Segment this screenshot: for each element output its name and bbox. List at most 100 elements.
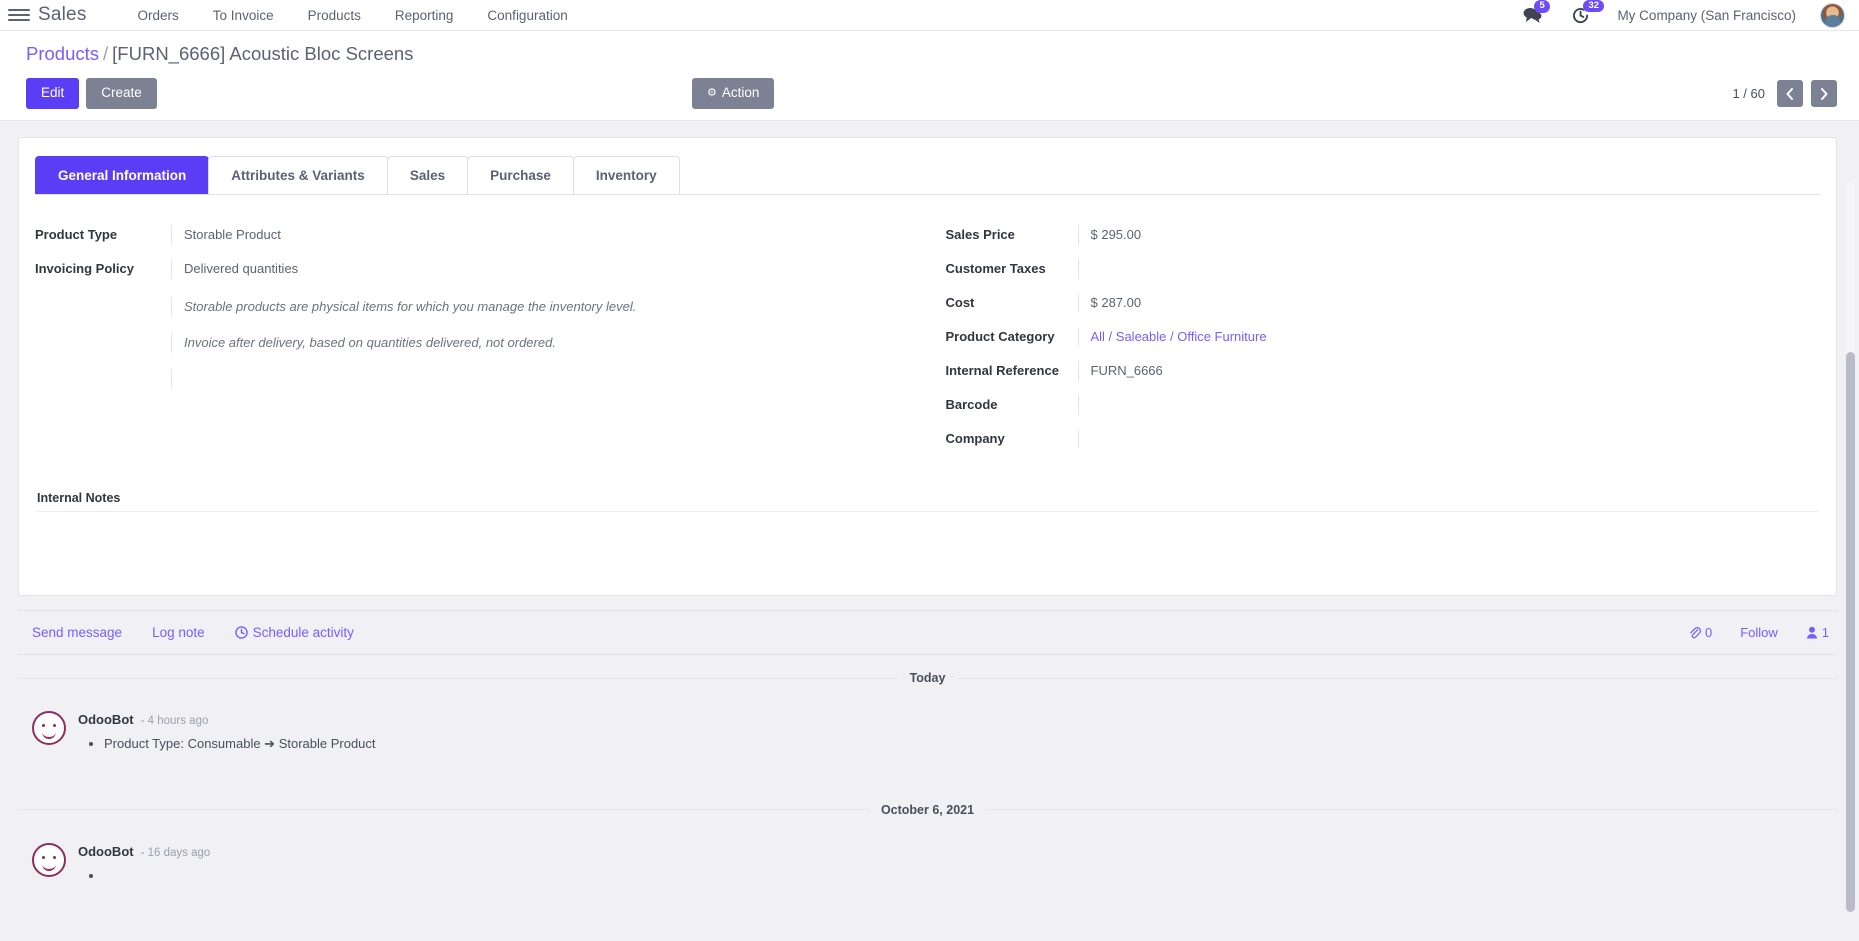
field-label-product-type: Product Type — [35, 227, 118, 242]
field-label-company: Company — [945, 431, 1005, 446]
clock-activity-icon — [1573, 7, 1589, 23]
message-body: OdooBot - 4 hours ago Product Type: Cons… — [78, 711, 1823, 755]
nav-item-products[interactable]: Products — [307, 7, 361, 23]
field-company: Company — [946, 429, 1793, 451]
chevron-left-icon — [1786, 87, 1793, 100]
follow-button[interactable]: Follow — [1740, 625, 1778, 640]
paperclip-icon — [1690, 627, 1701, 639]
app-brand-sales[interactable]: Sales — [38, 4, 87, 25]
form-column-left: Product Type Storable Product Invoicing … — [35, 225, 928, 463]
message-author: OdooBot — [78, 843, 134, 859]
person-icon — [1806, 626, 1817, 639]
control-panel-buttons: Edit Create ⚙ Action 1 / 60 — [26, 77, 1837, 110]
field-value-product-category[interactable]: All / Saleable / Office Furniture — [1077, 327, 1793, 347]
chevron-right-icon — [1821, 87, 1828, 100]
action-button[interactable]: ⚙ Action — [692, 78, 775, 109]
field-label-barcode: Barcode — [945, 397, 998, 412]
followers-button[interactable]: 1 — [1806, 625, 1829, 640]
messages-badge: 5 — [1534, 0, 1550, 13]
form-scroll-area[interactable]: General Information Attributes & Variant… — [0, 121, 1859, 934]
message-header: OdooBot - 4 hours ago — [78, 712, 1823, 727]
odoobot-avatar — [32, 842, 66, 877]
pager: 1 / 60 — [1732, 80, 1837, 107]
attachment-count: 0 — [1704, 625, 1713, 640]
log-note-button[interactable]: Log note — [152, 625, 205, 640]
message-item: OdooBot - 16 days ago — [18, 830, 1837, 901]
odoobot-avatar: ❤ — [32, 711, 66, 745]
nav-item-orders[interactable]: Orders — [137, 7, 179, 23]
followers-count: 1 — [1821, 625, 1829, 640]
internal-notes-input[interactable] — [37, 511, 1818, 573]
attachments-button[interactable]: 0 — [1688, 625, 1712, 640]
form-left-divider-tail — [171, 369, 900, 389]
field-label-invoicing-policy: Invoicing Policy — [35, 261, 134, 276]
company-switcher[interactable]: My Company (San Francisco) — [1617, 7, 1796, 23]
field-value-company[interactable] — [1077, 429, 1793, 449]
page-scrollbar-thumb[interactable] — [1846, 352, 1855, 912]
gear-icon: ⚙ — [707, 87, 717, 99]
action-button-label: Action — [721, 85, 760, 101]
tracking-value — [104, 866, 1823, 887]
field-value-barcode[interactable] — [1077, 395, 1793, 415]
user-avatar[interactable] — [1820, 2, 1845, 28]
field-customer-taxes: Customer Taxes — [946, 259, 1793, 281]
tab-sales[interactable]: Sales — [386, 156, 469, 194]
clock-icon — [234, 626, 248, 639]
heart-icon: ❤ — [64, 737, 66, 745]
message-author: OdooBot — [78, 712, 134, 727]
edit-button[interactable]: Edit — [26, 78, 80, 109]
nav-item-to-invoice[interactable]: To Invoice — [212, 7, 274, 23]
create-button[interactable]: Create — [86, 78, 157, 109]
internal-notes-section: Internal Notes — [35, 491, 1820, 573]
date-separator-label-today: Today — [909, 671, 946, 685]
field-invoicing-policy: Invoicing Policy Delivered quantities — [35, 259, 900, 281]
breadcrumb-products-link[interactable]: Products — [26, 43, 100, 64]
field-value-internal-reference[interactable]: FURN_6666 — [1077, 361, 1793, 381]
tab-attributes-variants[interactable]: Attributes & Variants — [208, 156, 388, 194]
message-body: OdooBot - 16 days ago — [78, 843, 1823, 887]
field-value-sales-price[interactable]: $ 295.00 — [1077, 225, 1793, 245]
tab-purchase[interactable]: Purchase — [467, 156, 574, 194]
message-timestamp[interactable]: - 4 hours ago — [140, 715, 209, 727]
nav-item-reporting[interactable]: Reporting — [394, 7, 454, 23]
tab-general-information[interactable]: General Information — [35, 156, 210, 194]
tab-inventory[interactable]: Inventory — [572, 156, 680, 194]
schedule-activity-button[interactable]: Schedule activity — [234, 625, 354, 640]
navbar-right: 5 32 My Company (San Francisco) — [1523, 0, 1845, 28]
message-item: ❤ OdooBot - 4 hours ago Product Type: Co… — [18, 699, 1837, 769]
date-separator-line-right — [957, 677, 1838, 679]
field-value-invoicing-policy[interactable]: Delivered quantities — [171, 259, 900, 279]
date-separator-label-october: October 6, 2021 — [880, 802, 975, 817]
field-value-cost[interactable]: $ 287.00 — [1077, 293, 1793, 313]
chat-bubble-icon — [1523, 7, 1542, 23]
form-column-right: Sales Price $ 295.00 Customer Taxes Cost… — [928, 225, 1821, 463]
message-tracking-list: Product Type: Consumable ➔ Storable Prod… — [104, 734, 1823, 755]
field-sales-price: Sales Price $ 295.00 — [946, 225, 1793, 247]
activities-button[interactable]: 32 — [1572, 0, 1605, 24]
field-label-customer-taxes: Customer Taxes — [945, 261, 1046, 276]
pager-next-button[interactable] — [1811, 80, 1837, 107]
message-header: OdooBot - 16 days ago — [78, 844, 1823, 859]
pager-count: 1 / 60 — [1732, 86, 1765, 101]
hamburger-menu-icon[interactable] — [8, 7, 30, 23]
form-fields: Product Type Storable Product Invoicing … — [35, 195, 1820, 463]
field-value-product-type[interactable]: Storable Product — [171, 225, 900, 245]
chatter-toolbar: Send message Log note Schedule activity … — [18, 610, 1837, 655]
field-internal-reference: Internal Reference FURN_6666 — [946, 361, 1793, 383]
field-value-customer-taxes[interactable] — [1077, 259, 1793, 279]
date-separator-line-left — [18, 677, 898, 679]
breadcrumb: Products / [FURN_6666] Acoustic Bloc Scree… — [26, 43, 1837, 65]
field-product-type: Product Type Storable Product — [35, 225, 900, 247]
field-label-cost: Cost — [945, 295, 975, 310]
message-tracking-list — [104, 866, 1823, 887]
breadcrumb-separator: / — [103, 43, 109, 64]
message-timestamp[interactable]: - 16 days ago — [140, 846, 211, 859]
activities-badge: 32 — [1583, 0, 1605, 13]
nav-item-configuration[interactable]: Configuration — [487, 7, 568, 23]
chatter: Send message Log note Schedule activity … — [18, 610, 1838, 901]
send-message-button[interactable]: Send message — [32, 625, 123, 640]
pager-previous-button[interactable] — [1777, 80, 1803, 107]
form-tabs: General Information Attributes & Variant… — [35, 156, 1820, 195]
messages-button[interactable]: 5 — [1523, 0, 1550, 23]
schedule-activity-label: Schedule activity — [252, 625, 354, 640]
